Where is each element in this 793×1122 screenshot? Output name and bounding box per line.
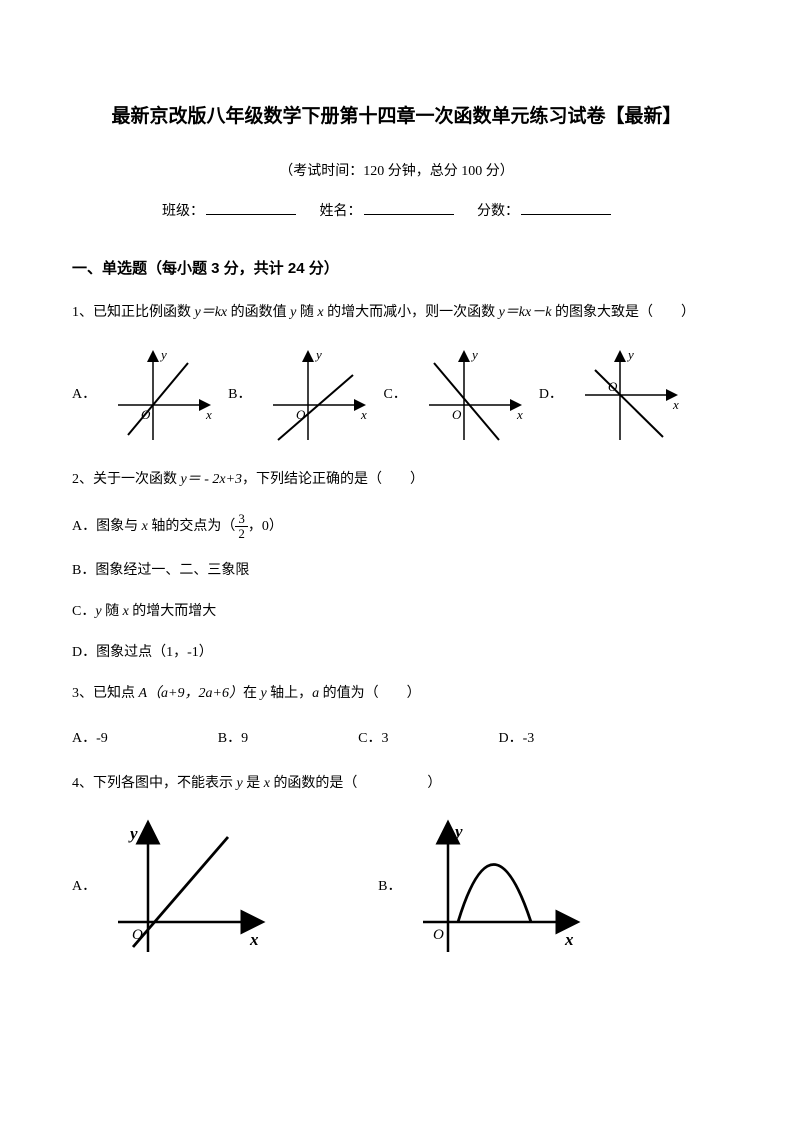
- q3-opt-b: B．9: [218, 726, 248, 751]
- svg-text:x: x: [516, 407, 523, 422]
- q3-options: A．-9 B．9 C．3 D．-3: [72, 726, 721, 751]
- frac-num: 3: [235, 512, 248, 527]
- q2-option-c: C．y 随 x 的增大而增大: [72, 599, 721, 624]
- svg-text:y: y: [314, 347, 322, 362]
- svg-text:O: O: [452, 407, 462, 422]
- q2-option-b: B．图象经过一、二、三象限: [72, 558, 721, 583]
- page-title: 最新京改版八年级数学下册第十四章一次函数单元练习试卷【最新】: [72, 100, 721, 134]
- q1-label-c: C．: [383, 382, 406, 407]
- q3-pre: 3、已知点: [72, 686, 139, 701]
- svg-text:y: y: [470, 347, 478, 362]
- class-blank: [206, 201, 296, 215]
- q3-pt: A（a+9，2a+6）: [139, 686, 243, 701]
- q1-label-d: D．: [539, 382, 563, 407]
- q4-graph-b: y x O: [413, 817, 583, 957]
- question-4: 4、下列各图中，不能表示 y 是 x 的函数的是（ ）: [72, 771, 721, 796]
- student-fields: 班级： 姓名： 分数：: [72, 199, 721, 224]
- q4-label-a: A．: [72, 874, 96, 899]
- name-label: 姓名：: [320, 204, 362, 219]
- q1-mid2: 随: [296, 305, 317, 320]
- q2c-pre: C．: [72, 604, 95, 619]
- q1-graph-b: y x O: [263, 345, 373, 445]
- exam-meta: （考试时间：120 分钟，总分 100 分）: [72, 159, 721, 184]
- q3-opt-d: D．-3: [498, 726, 534, 751]
- q2-option-d: D．图象过点（1，-1）: [72, 640, 721, 665]
- question-3: 3、已知点 A（a+9，2a+6）在 y 轴上，a 的值为（ ）: [72, 681, 721, 706]
- q1-graph-a: y x O: [108, 345, 218, 445]
- question-1: 1、已知正比例函数 y＝kx 的函数值 y 随 x 的增大而减小，则一次函数 y…: [72, 300, 721, 325]
- q1-eq1: y＝kx: [195, 305, 228, 320]
- svg-text:x: x: [564, 930, 574, 949]
- name-blank: [364, 201, 454, 215]
- q2a-tail: ，0）: [248, 519, 283, 534]
- q3-opt-a: A．-9: [72, 726, 108, 751]
- q2a-pre: A．图象与: [72, 519, 142, 534]
- q1-label-a: A．: [72, 382, 96, 407]
- q2c-tail: 的增大而增大: [129, 604, 217, 619]
- q2-eq: y＝ - 2x+3: [181, 472, 243, 487]
- svg-text:y: y: [453, 822, 463, 841]
- svg-text:x: x: [672, 397, 679, 412]
- q3-opt-c: C．3: [358, 726, 388, 751]
- svg-text:O: O: [433, 927, 444, 943]
- svg-text:x: x: [360, 407, 367, 422]
- score-blank: [521, 201, 611, 215]
- section-heading: 一、单选题（每小题 3 分，共计 24 分）: [72, 255, 721, 282]
- q1-options: A． y x O B． y x O C． y x O D． y x O: [72, 345, 721, 445]
- q2a-mid: 轴的交点为（: [148, 519, 236, 534]
- q1-mid1: 的函数值: [227, 305, 290, 320]
- svg-text:y: y: [128, 824, 138, 843]
- frac-den: 2: [235, 527, 248, 541]
- q4-pre: 4、下列各图中，不能表示: [72, 776, 237, 791]
- svg-text:x: x: [205, 407, 212, 422]
- q1-graph-c: y x O: [419, 345, 529, 445]
- score-label: 分数：: [477, 204, 519, 219]
- svg-text:x: x: [249, 930, 259, 949]
- q1-graph-d: y x O: [575, 345, 685, 445]
- q2-tail: ，下列结论正确的是（ ）: [242, 472, 424, 487]
- q2c-mid: 随: [102, 604, 123, 619]
- q1-label-b: B．: [228, 382, 251, 407]
- q1-eq2: y＝kx－k: [499, 305, 552, 320]
- class-label: 班级：: [162, 204, 204, 219]
- q2-pre: 2、关于一次函数: [72, 472, 181, 487]
- q2-option-a: A．图象与 x 轴的交点为（32，0）: [72, 512, 721, 542]
- q3-mid: 在: [243, 686, 261, 701]
- svg-text:y: y: [626, 347, 634, 362]
- q4-tail: 的函数的是（ ）: [270, 776, 442, 791]
- fraction-icon: 32: [235, 512, 248, 542]
- q4-label-b: B．: [378, 874, 401, 899]
- q4-option-a: A． y x O: [72, 817, 268, 957]
- q1-pre: 1、已知正比例函数: [72, 305, 195, 320]
- q3-mid2: 轴上，: [267, 686, 313, 701]
- q1-mid3: 的增大而减小，则一次函数: [324, 305, 499, 320]
- q1-tail: 的图象大致是（ ）: [551, 305, 695, 320]
- svg-text:y: y: [159, 347, 167, 362]
- q3-tail: 的值为（ ）: [319, 686, 421, 701]
- q4-option-b: B． y x O: [378, 817, 583, 957]
- question-2: 2、关于一次函数 y＝ - 2x+3，下列结论正确的是（ ）: [72, 467, 721, 492]
- q4-graph-a: y x O: [108, 817, 268, 957]
- q4-mid: 是: [243, 776, 264, 791]
- q4-options-row: A． y x O B． y x O: [72, 817, 721, 957]
